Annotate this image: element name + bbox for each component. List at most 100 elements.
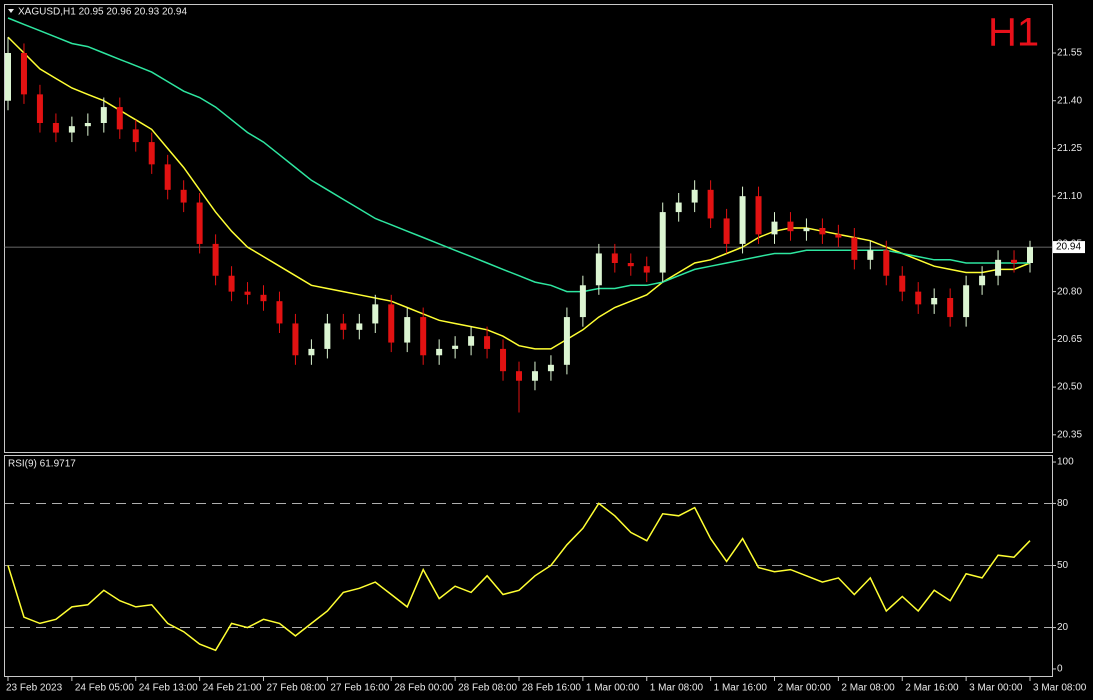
x-tick-label: 1 Mar 00:00	[586, 683, 640, 694]
x-tick-label: 3 Mar 08:00	[1033, 683, 1087, 694]
price-panel-frame	[4, 4, 1053, 453]
y-tick-label: 21.10	[1057, 191, 1082, 202]
candle-body	[595, 253, 602, 286]
x-tick-label: 24 Feb 05:00	[75, 683, 134, 694]
x-tick-label: 28 Feb 16:00	[522, 683, 581, 694]
menu-arrow	[8, 9, 14, 13]
y-tick-label: 20.50	[1057, 382, 1082, 393]
moving-average	[7, 17, 1030, 293]
timeframe-label: H1	[988, 11, 1039, 55]
y-tick-label: 20	[1057, 622, 1069, 633]
y-tick-label: 50	[1057, 560, 1069, 571]
candle-body	[691, 189, 698, 203]
candle-body	[180, 189, 187, 203]
y-tick-label: 21.55	[1057, 48, 1082, 59]
x-tick-label: 2 Mar 16:00	[905, 683, 959, 694]
x-tick-label: 27 Feb 16:00	[330, 683, 389, 694]
y-tick-label: 20.35	[1057, 429, 1082, 440]
candle-body	[979, 275, 986, 286]
candle-body	[372, 304, 379, 324]
x-tick-label: 1 Mar 08:00	[650, 683, 704, 694]
candle-body	[1027, 247, 1033, 263]
candle-body	[851, 237, 858, 260]
candle-body	[452, 345, 459, 349]
candle-body	[356, 323, 363, 330]
x-tick-label: 28 Feb 08:00	[458, 683, 517, 694]
last-price-label: 20.94	[1056, 242, 1081, 253]
candle-body	[659, 212, 666, 273]
candle-body	[388, 304, 395, 343]
candle-body	[68, 126, 75, 133]
candle-body	[803, 228, 810, 232]
candle-body	[500, 348, 507, 372]
moving-average	[7, 36, 1031, 350]
candle-body	[20, 53, 27, 95]
candle-body	[627, 263, 634, 267]
candle-body	[867, 250, 874, 260]
candle-body	[563, 317, 570, 365]
x-tick-label: 1 Mar 16:00	[714, 683, 768, 694]
candle-body	[164, 164, 171, 190]
candle-body	[931, 298, 938, 305]
candle-body	[516, 371, 522, 381]
candle-body	[324, 323, 331, 349]
candle-body	[531, 371, 538, 381]
candle-body	[5, 53, 11, 101]
x-tick-label: 2 Mar 00:00	[778, 683, 832, 694]
candle-body	[276, 301, 283, 324]
candle-body	[883, 250, 890, 276]
candle-body	[899, 275, 906, 292]
x-tick-label: 24 Feb 21:00	[203, 683, 262, 694]
x-tick-label: 24 Feb 13:00	[139, 683, 198, 694]
y-tick-label: 21.25	[1057, 143, 1082, 154]
candle-body	[643, 266, 650, 273]
x-tick-label: 3 Mar 00:00	[969, 683, 1023, 694]
candle-body	[148, 142, 155, 165]
y-tick-label: 0	[1057, 664, 1063, 675]
candle-body	[579, 285, 586, 318]
candle-body	[611, 253, 618, 263]
y-tick-label: 100	[1057, 457, 1074, 468]
candle-body	[771, 221, 778, 235]
candle-body	[132, 129, 139, 143]
candle-body	[404, 317, 411, 343]
candle-body	[819, 228, 826, 235]
candle-body	[915, 291, 922, 305]
y-tick-label: 20.65	[1057, 334, 1082, 345]
rsi-title: RSI(9) 61.9717	[8, 459, 76, 470]
candle-body	[707, 189, 714, 219]
candle-body	[1011, 259, 1018, 263]
candle-body	[547, 364, 554, 372]
candle-body	[739, 196, 746, 244]
candle-body	[308, 348, 315, 356]
candle-body	[100, 107, 107, 123]
candle-body	[995, 259, 1002, 276]
candle-body	[212, 243, 219, 276]
candle-body	[436, 348, 443, 356]
x-tick-label: 23 Feb 2023	[6, 683, 63, 694]
rsi-line	[7, 502, 1031, 652]
y-tick-label: 80	[1057, 498, 1069, 509]
candle-body	[675, 202, 682, 213]
candle-body	[52, 123, 59, 133]
y-tick-label: 20.80	[1057, 286, 1082, 297]
candle-body	[260, 294, 267, 302]
candle-body	[835, 234, 842, 238]
candle-body	[947, 298, 954, 318]
candle-body	[340, 323, 347, 330]
x-tick-label: 28 Feb 00:00	[394, 683, 453, 694]
x-tick-label: 27 Feb 08:00	[267, 683, 326, 694]
candle-body	[36, 94, 43, 123]
candle-body	[468, 336, 475, 346]
candle-body	[196, 202, 203, 244]
x-tick-label: 2 Mar 08:00	[841, 683, 895, 694]
candle-body	[723, 218, 730, 244]
chart-title: XAGUSD,H1 20.95 20.96 20.93 20.94	[18, 7, 187, 18]
candle-body	[787, 221, 794, 232]
candle-body	[963, 285, 970, 318]
candle-body	[228, 275, 235, 292]
candle-body	[420, 317, 427, 356]
candle-body	[84, 123, 91, 127]
